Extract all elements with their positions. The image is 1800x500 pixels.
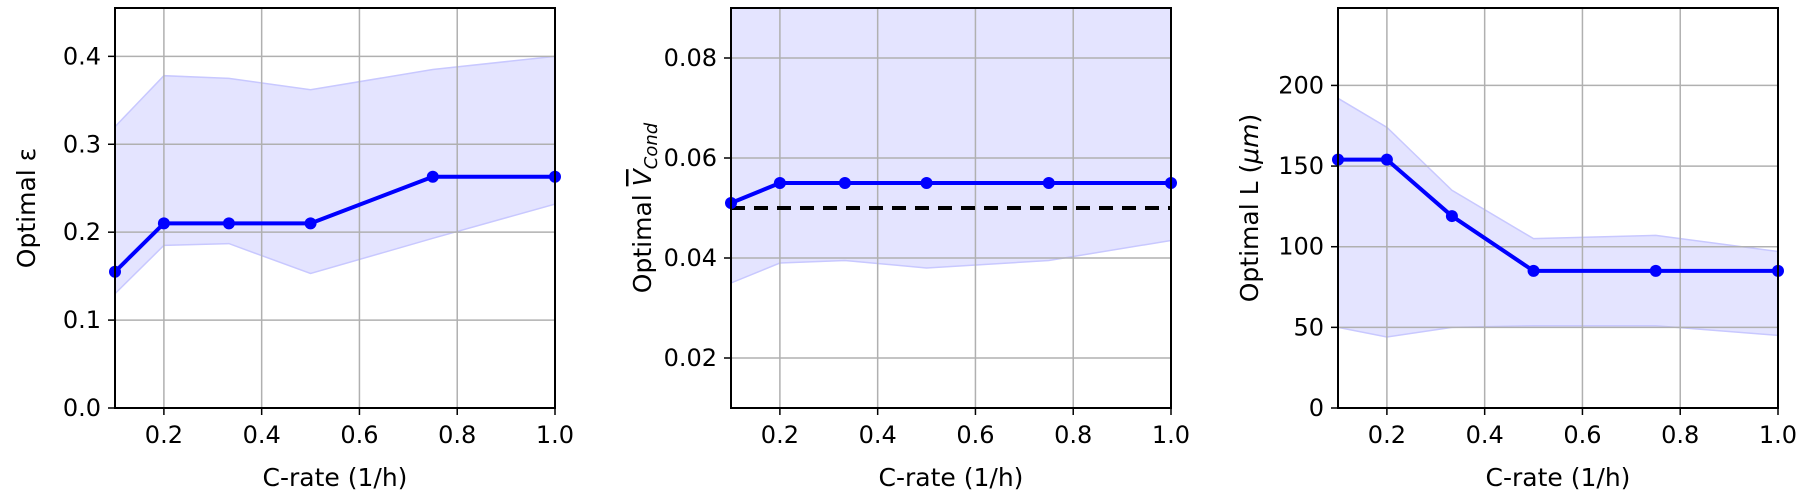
- y-tick-label: 0.2: [63, 218, 101, 246]
- axes-frame: [114, 7, 556, 409]
- data-point: [1649, 264, 1662, 277]
- x-tick-label: 0.2: [1368, 421, 1406, 449]
- x-tick-label: 0.4: [1466, 421, 1504, 449]
- data-point: [1380, 153, 1393, 166]
- x-axis-label: C-rate (1/h): [879, 463, 1024, 492]
- y-axis-label: Optimal VCond: [628, 122, 662, 293]
- y-tick-label: 0.0: [63, 394, 101, 422]
- series-line: [1338, 157, 1778, 273]
- x-tick-label: 1.0: [1759, 421, 1797, 449]
- x-tick-label: 0.6: [340, 421, 378, 449]
- x-tick-label: 0.8: [1054, 421, 1092, 449]
- y-tick-label: 0.02: [664, 344, 717, 372]
- y-tick-label: 0.04: [664, 244, 717, 272]
- x-tick-label: 0.6: [956, 421, 994, 449]
- y-tick-label: 150: [1278, 152, 1324, 180]
- axes-frame: [730, 7, 1172, 409]
- chart-panel-thickness: 0.2 0.4 0.6 0.8 1.0 0 50 100 150 200 C-rate (1/h) O…: [1235, 7, 1797, 492]
- data-point: [304, 217, 317, 230]
- axes-frame: [1337, 7, 1779, 409]
- data-point: [838, 177, 851, 189]
- x-tick-label: 0.8: [438, 421, 476, 449]
- data-point: [1445, 210, 1458, 223]
- data-point: [773, 177, 786, 189]
- y-tick-label: 50: [1293, 313, 1324, 341]
- y-tick-label: 0.08: [664, 44, 717, 72]
- series-line: [730, 181, 1171, 205]
- x-tick-label: 0.6: [1563, 421, 1601, 449]
- x-axis-label: C-rate (1/h): [263, 463, 408, 492]
- data-point: [1527, 264, 1540, 277]
- confidence-band: [1338, 97, 1778, 338]
- data-point: [222, 217, 235, 230]
- series-line: [113, 174, 555, 274]
- chart-panel-porosity: 0.2 0.4 0.6 0.8 1.0 0.0 0.1 0.2 0.3 0.4 C-rate (1/…: [12, 7, 574, 492]
- data-point: [157, 217, 170, 230]
- x-tick-label: 0.2: [145, 421, 183, 449]
- x-tick-label: 0.4: [243, 421, 281, 449]
- chart-panel-conductive-volume: 0.2 0.4 0.6 0.8 1.0 0.02 0.04 0.06 0.08 C-rate (1…: [628, 7, 1190, 492]
- y-tick-label: 200: [1278, 71, 1324, 99]
- x-axis-label: C-rate (1/h): [1486, 463, 1631, 492]
- confidence-band: [731, 8, 1171, 284]
- y-tick-label: 0: [1309, 394, 1324, 422]
- data-point: [426, 170, 439, 183]
- y-tick-label: 100: [1278, 233, 1324, 261]
- x-tick-label: 1.0: [536, 421, 574, 449]
- y-tick-label: 0.06: [664, 144, 717, 172]
- y-tick-label: 0.3: [63, 130, 101, 158]
- y-axis-label: Optimal L (μm): [1235, 114, 1264, 303]
- y-axis-label: Optimal ε: [12, 148, 41, 268]
- y-tick-label: 0.4: [63, 42, 101, 70]
- y-tick-label: 0.1: [63, 306, 101, 334]
- x-tick-label: 0.8: [1661, 421, 1699, 449]
- x-tick-label: 0.4: [859, 421, 897, 449]
- x-tick-label: 1.0: [1152, 421, 1190, 449]
- x-tick-label: 0.2: [761, 421, 799, 449]
- data-point: [1042, 177, 1055, 189]
- data-point: [920, 177, 933, 189]
